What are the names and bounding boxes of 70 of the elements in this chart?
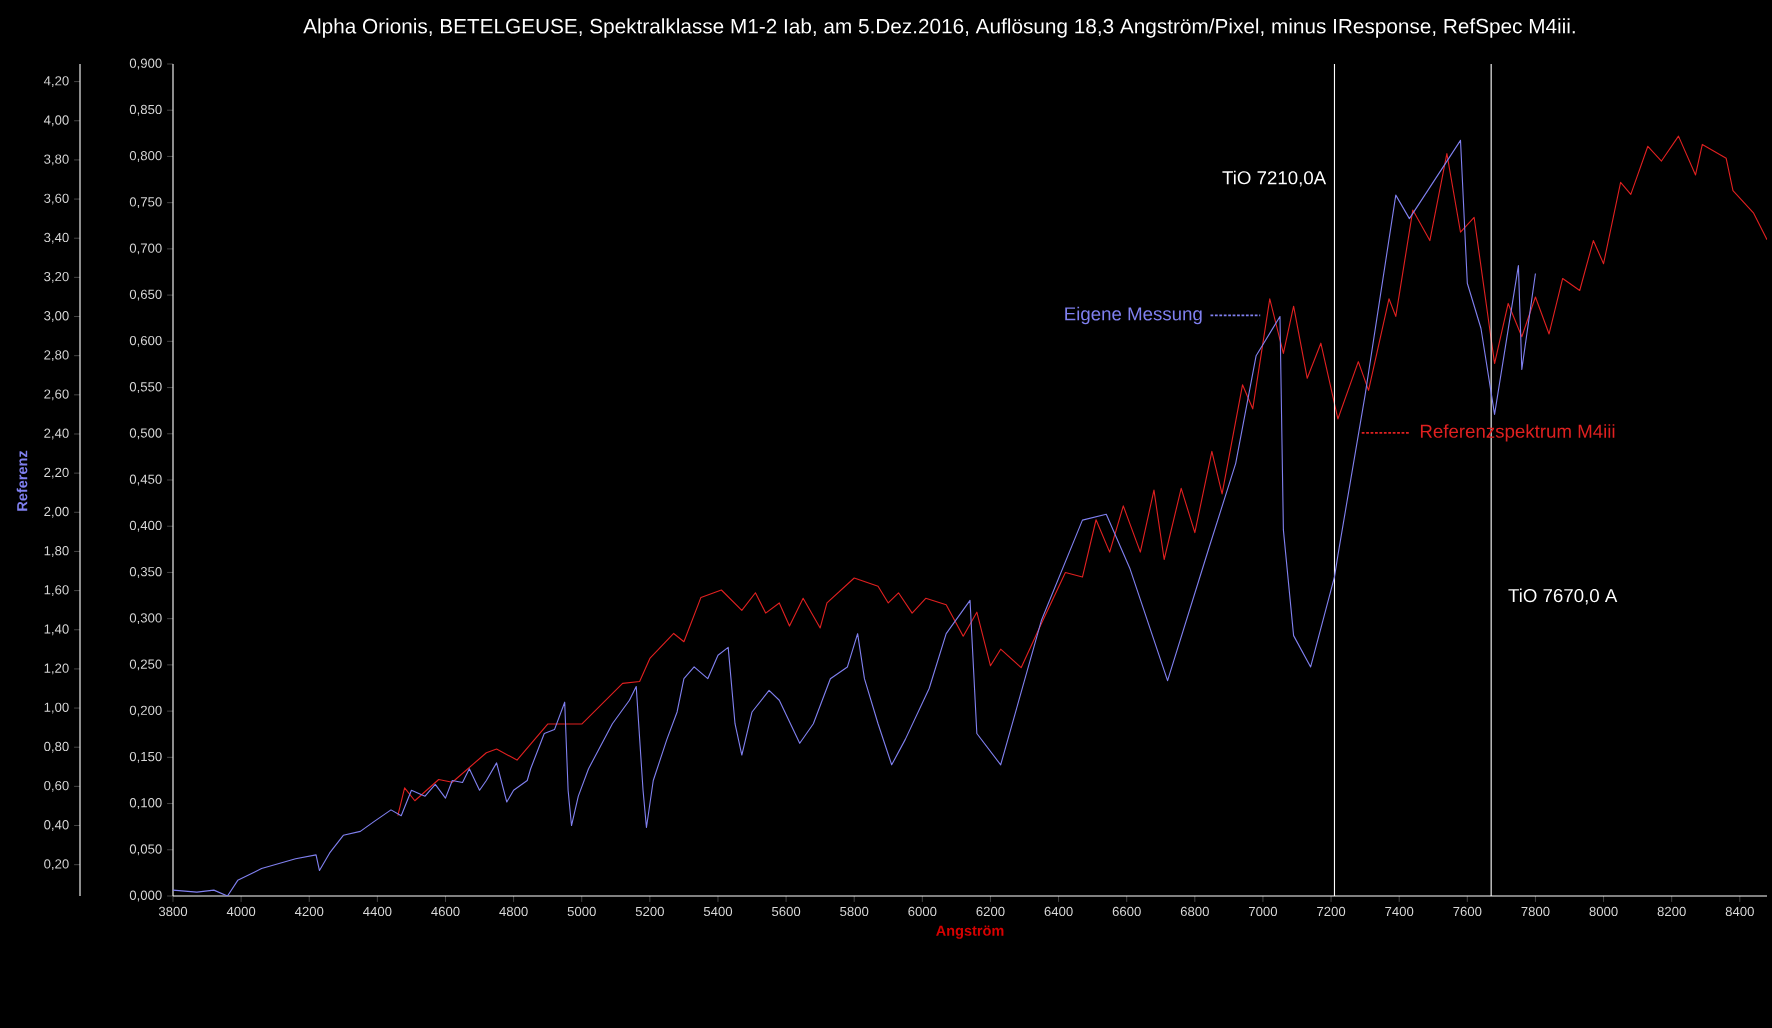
y2-tick-label: 3,00 xyxy=(44,311,69,322)
x-tick-label: 5200 xyxy=(635,906,664,917)
x-tick-label: 4800 xyxy=(499,906,528,917)
ref-line-label: TiO 7210,0A xyxy=(1222,170,1327,187)
x-axis-title: Angström xyxy=(936,925,1004,939)
y2-tick-label: 2,20 xyxy=(44,467,69,479)
y2-tick-label: 4,00 xyxy=(43,115,69,127)
y2-tick-label: 0,40 xyxy=(44,820,69,831)
x-tick-label: 7000 xyxy=(1249,906,1278,917)
text: Eigene Messung xyxy=(1065,306,1202,325)
y-tick-label: 0,650 xyxy=(129,289,162,301)
y2-tick-label: 3,40 xyxy=(44,232,69,244)
y-tick-label: 0,850 xyxy=(129,104,162,116)
y-tick-label: 0,550 xyxy=(129,382,162,393)
x-tick-label: 4600 xyxy=(431,906,460,917)
x-tick-label: 7400 xyxy=(1385,906,1414,917)
y-tick-label: 0,050 xyxy=(129,844,162,856)
x-tick-label: 7800 xyxy=(1521,906,1550,917)
y2-tick-label: 2,40 xyxy=(44,428,69,440)
y-tick-label: 0,600 xyxy=(129,335,162,347)
y2-tick-label: 1,00 xyxy=(44,702,69,714)
y-tick-label: 0,000 xyxy=(129,890,162,902)
y-tick-label: 0,200 xyxy=(129,705,162,717)
y2-tick-label: 0,60 xyxy=(44,780,69,792)
x-tick-label: 4000 xyxy=(226,906,256,917)
y2-tick-label: 4,20 xyxy=(43,76,69,88)
y-tick-label: 0,400 xyxy=(129,520,162,532)
y-tick-label: 0,800 xyxy=(129,151,162,162)
x-tick-label: 6800 xyxy=(1180,906,1209,917)
ref-line-label: TiO 7670,0 A xyxy=(1508,588,1618,605)
y-tick-label: 0,250 xyxy=(129,659,162,671)
y2-tick-label: 3,20 xyxy=(44,271,69,283)
x-tick-label: 4200 xyxy=(294,906,324,917)
x-tick-label: 7200 xyxy=(1317,906,1346,917)
y-tick-label: 0,900 xyxy=(129,58,162,70)
y-tick-label: 0,450 xyxy=(129,474,162,486)
x-tick-label: 5400 xyxy=(703,906,733,917)
y2-tick-label: 1,80 xyxy=(44,546,69,557)
y2-tick-label: 3,60 xyxy=(44,193,69,205)
y-tick-label: 0,100 xyxy=(129,798,162,809)
chart-title: Alpha Orionis, BETELGEUSE, Spektralklasse M1-2 Iab, am 5.Dez.2016, Auflösung 18,3 Angström/Pixel, minus IResponse, RefSpec M4iii. xyxy=(303,18,1575,38)
y2-tick-label: 0,80 xyxy=(44,741,69,753)
y2-tick-label: 2,60 xyxy=(44,389,69,401)
x-tick-label: 6000 xyxy=(908,906,937,917)
x-tick-label: 6600 xyxy=(1112,906,1141,917)
y2-tick-label: 1,20 xyxy=(44,663,69,675)
x-tick-label: 6200 xyxy=(976,906,1005,917)
x-tick-label: 5600 xyxy=(771,906,801,917)
x-tick-label: 8200 xyxy=(1657,906,1686,917)
x-tick-label: 3800 xyxy=(158,906,188,917)
y-tick-label: 0,150 xyxy=(129,751,162,763)
y-tick-label: 0,350 xyxy=(129,567,162,578)
y2-tick-label: 1,40 xyxy=(44,624,69,636)
x-tick-label: 8000 xyxy=(1589,906,1618,917)
x-tick-label: 6400 xyxy=(1044,906,1073,917)
x-tick-label: 8400 xyxy=(1725,906,1754,917)
x-tick-label: 5000 xyxy=(567,906,596,917)
y2-tick-label: 2,00 xyxy=(44,506,69,518)
y-tick-label: 0,750 xyxy=(129,197,162,209)
y2-axis-title: Referenz xyxy=(16,450,28,511)
y2-tick-label: 2,80 xyxy=(44,350,69,362)
y-tick-label: 0,300 xyxy=(129,613,162,625)
y2-tick-label: 0,20 xyxy=(44,859,69,871)
x-tick-label: 7600 xyxy=(1453,906,1482,917)
y-tick-label: 0,700 xyxy=(129,243,162,255)
y2-tick-label: 3,80 xyxy=(44,154,69,166)
y2-tick-label: 1,60 xyxy=(44,585,69,597)
y-tick-label: 0,500 xyxy=(129,428,162,440)
x-tick-label: 5800 xyxy=(840,906,869,917)
x-tick-label: 4400 xyxy=(363,906,392,917)
